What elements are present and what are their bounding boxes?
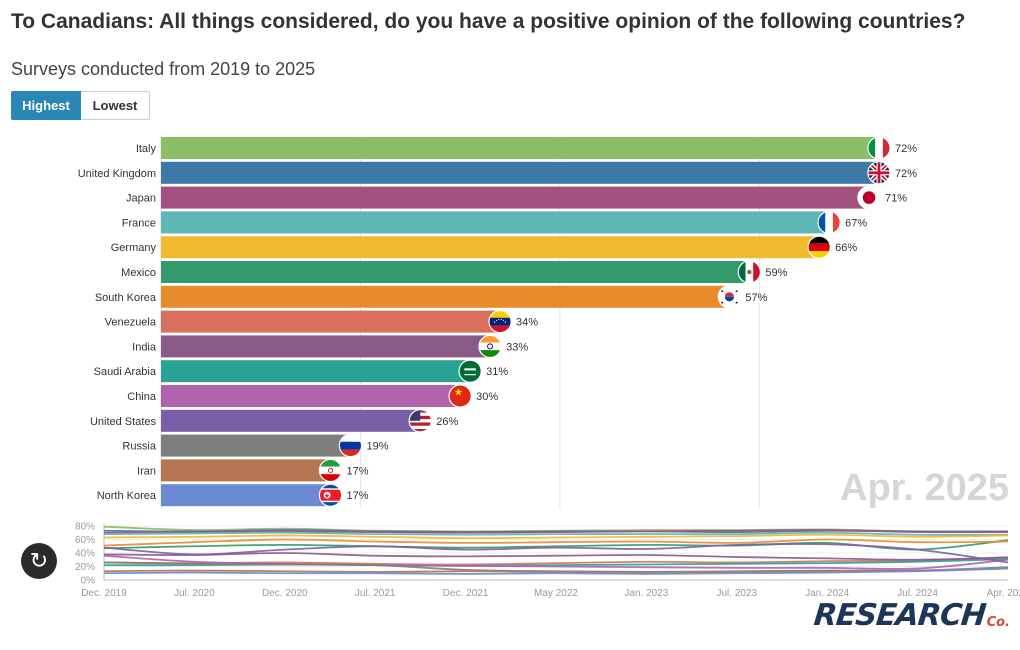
timeline-series-line — [103, 567, 1009, 574]
iran-flag-icon — [319, 458, 343, 482]
italy-flag-icon — [867, 136, 891, 160]
timeline-series-line — [103, 533, 1009, 540]
timeline-x-tick: Jul. 2024 — [897, 588, 938, 599]
bar-japan[interactable] — [161, 186, 870, 209]
category-label-venezuela: Venezuela — [105, 317, 157, 329]
highest-button[interactable]: Highest — [11, 91, 81, 120]
category-label-mexico: Mexico — [121, 267, 156, 279]
japan-flag-icon — [857, 186, 881, 210]
timeline-x-tick: Jul. 2021 — [355, 588, 396, 599]
bar-france[interactable] — [161, 211, 830, 234]
china-flag-icon: ★ — [448, 384, 472, 408]
replay-button[interactable]: ↻ — [21, 543, 57, 579]
category-label-france: France — [122, 217, 156, 229]
category-label-russia: Russia — [122, 441, 157, 453]
value-label-china: 30% — [476, 391, 498, 403]
bar-saudi-arabia[interactable] — [161, 360, 471, 383]
timeline-x-tick: Jul. 2020 — [174, 588, 215, 599]
timeline-x-tick: Dec. 2019 — [81, 588, 127, 599]
category-label-india: India — [132, 341, 157, 353]
value-label-venezuela: 34% — [516, 317, 538, 329]
chart-title: To Canadians: All things considered, do … — [11, 10, 966, 33]
lowest-button[interactable]: Lowest — [81, 91, 150, 120]
value-label-mexico: 59% — [765, 267, 787, 279]
bar-united-kingdom[interactable] — [161, 161, 879, 184]
germany-flag-icon — [807, 235, 831, 259]
logo-main-text: RESEARCH — [812, 598, 988, 633]
timeline-y-tick: 0% — [81, 576, 96, 587]
india-flag-icon — [478, 334, 502, 358]
russia-flag-icon — [338, 434, 362, 458]
bar-south-korea[interactable] — [161, 285, 730, 308]
bar-germany[interactable] — [161, 236, 820, 259]
value-label-russia: 19% — [366, 441, 388, 453]
bar-iran[interactable] — [161, 459, 331, 482]
value-label-united-states: 26% — [436, 416, 458, 428]
category-label-south-korea: South Korea — [95, 292, 157, 304]
bar-india[interactable] — [161, 335, 491, 358]
bar-north-korea[interactable] — [161, 484, 331, 507]
category-label-germany: Germany — [111, 242, 157, 254]
category-label-north-korea: North Korea — [97, 490, 157, 502]
bar-venezuela[interactable] — [161, 310, 501, 333]
category-label-united-states: United States — [90, 416, 157, 428]
timeline-x-tick: Jan. 2023 — [624, 588, 668, 599]
category-label-japan: Japan — [126, 193, 156, 205]
timeline-x-tick: Jul. 2023 — [717, 588, 758, 599]
timeline-y-tick: 40% — [75, 549, 95, 560]
timeline-series-line — [103, 554, 1009, 570]
timeline-series-line — [103, 529, 1009, 534]
timeline-x-tick: May 2022 — [534, 588, 578, 599]
chart-subtitle: Surveys conducted from 2019 to 2025 — [11, 59, 316, 79]
category-label-saudi-arabia: Saudi Arabia — [94, 366, 157, 378]
value-label-india: 33% — [506, 341, 528, 353]
timeline-series-line — [103, 567, 1009, 575]
us-flag-icon — [408, 409, 432, 433]
timeline-x-tick: Apr. 2025 — [987, 588, 1020, 599]
value-label-germany: 66% — [835, 242, 857, 254]
north-korea-flag-icon: ★ — [319, 483, 343, 507]
logo-sub-text: Co. — [986, 615, 1010, 630]
timeline-chart[interactable]: 0% 20% 40% 60% 80% Dec. 2019 Jul. 2020 Dec. 202… — [75, 522, 1020, 600]
timeline-series-line — [103, 542, 1009, 564]
timeline-y-tick: 20% — [75, 562, 95, 573]
category-label-iran: Iran — [137, 465, 156, 477]
value-label-north-korea: 17% — [347, 490, 369, 502]
category-label-italy: Italy — [136, 143, 157, 155]
svg-text:★: ★ — [324, 492, 330, 500]
value-label-saudi-arabia: 31% — [486, 366, 508, 378]
timeline-y-tick: 60% — [75, 535, 95, 546]
saudi-arabia-flag-icon — [458, 359, 482, 383]
timeline-x-tick: Dec. 2020 — [262, 588, 308, 599]
svg-text:★: ★ — [454, 386, 463, 398]
category-label-united-kingdom: United Kingdom — [78, 168, 156, 180]
timeline-x-tick: Jan. 2024 — [805, 588, 849, 599]
bar-italy[interactable] — [161, 137, 879, 159]
timeline-series-line — [103, 552, 1009, 561]
mexico-flag-icon — [737, 260, 761, 284]
value-label-united-kingdom: 72% — [895, 168, 917, 180]
venezuela-flag-icon — [488, 310, 512, 334]
bar-china[interactable] — [161, 385, 461, 407]
bar-chart-bars: Italy 72% United Kingdom 72% Japan 71% France 6… — [78, 136, 917, 507]
timeline-x-tick: Dec. 2021 — [443, 588, 489, 599]
bar-russia[interactable] — [161, 434, 351, 457]
research-co-logo: RESEARCH Co. — [812, 598, 1010, 633]
value-label-france: 67% — [845, 217, 867, 229]
value-label-japan: 71% — [885, 193, 907, 205]
timeline-series-line — [103, 531, 1009, 536]
current-period-label: Apr. 2025 — [840, 467, 1009, 509]
replay-icon: ↻ — [29, 548, 49, 574]
bar-mexico[interactable] — [161, 261, 750, 283]
timeline-series-line — [103, 538, 1009, 547]
value-label-south-korea: 57% — [745, 292, 767, 304]
south-korea-flag-icon — [717, 285, 741, 309]
value-label-iran: 17% — [347, 465, 369, 477]
bar-united-states[interactable] — [161, 409, 421, 432]
value-label-italy: 72% — [895, 143, 917, 155]
category-label-china: China — [127, 391, 157, 403]
france-flag-icon — [817, 210, 841, 234]
timeline-y-tick: 80% — [75, 522, 95, 533]
